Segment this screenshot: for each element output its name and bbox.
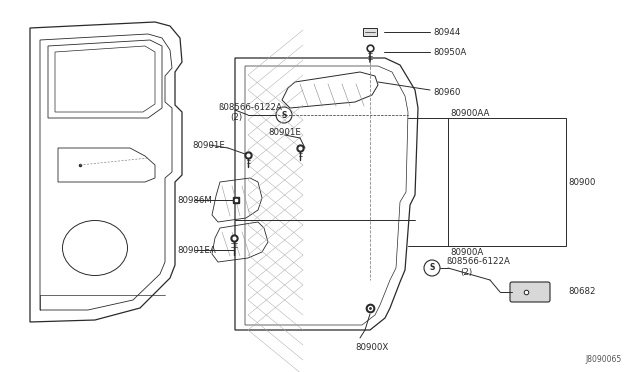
FancyBboxPatch shape — [363, 28, 377, 36]
Bar — [448, 118, 566, 246]
Text: 80950A: 80950A — [433, 48, 467, 57]
Text: 80986M: 80986M — [177, 196, 212, 205]
Text: 80944: 80944 — [433, 28, 460, 36]
Text: ß08566-6122A: ß08566-6122A — [446, 257, 510, 266]
Text: 80901E: 80901E — [192, 141, 225, 150]
Text: 80682: 80682 — [568, 288, 595, 296]
Text: 80900AA: 80900AA — [450, 109, 490, 118]
FancyBboxPatch shape — [510, 282, 550, 302]
Text: 80901E: 80901E — [268, 128, 301, 137]
Text: J8090065: J8090065 — [586, 356, 622, 365]
Text: ß08566-6122A: ß08566-6122A — [218, 103, 282, 112]
Text: 80960: 80960 — [433, 87, 460, 96]
Text: 80901EA: 80901EA — [177, 246, 216, 254]
Text: 80900A: 80900A — [450, 248, 483, 257]
Text: (2): (2) — [460, 269, 472, 278]
Text: 80900X: 80900X — [355, 343, 388, 353]
Text: (2): (2) — [230, 112, 242, 122]
Text: S: S — [429, 263, 435, 273]
Text: 80900: 80900 — [568, 177, 595, 186]
Text: S: S — [282, 110, 287, 119]
